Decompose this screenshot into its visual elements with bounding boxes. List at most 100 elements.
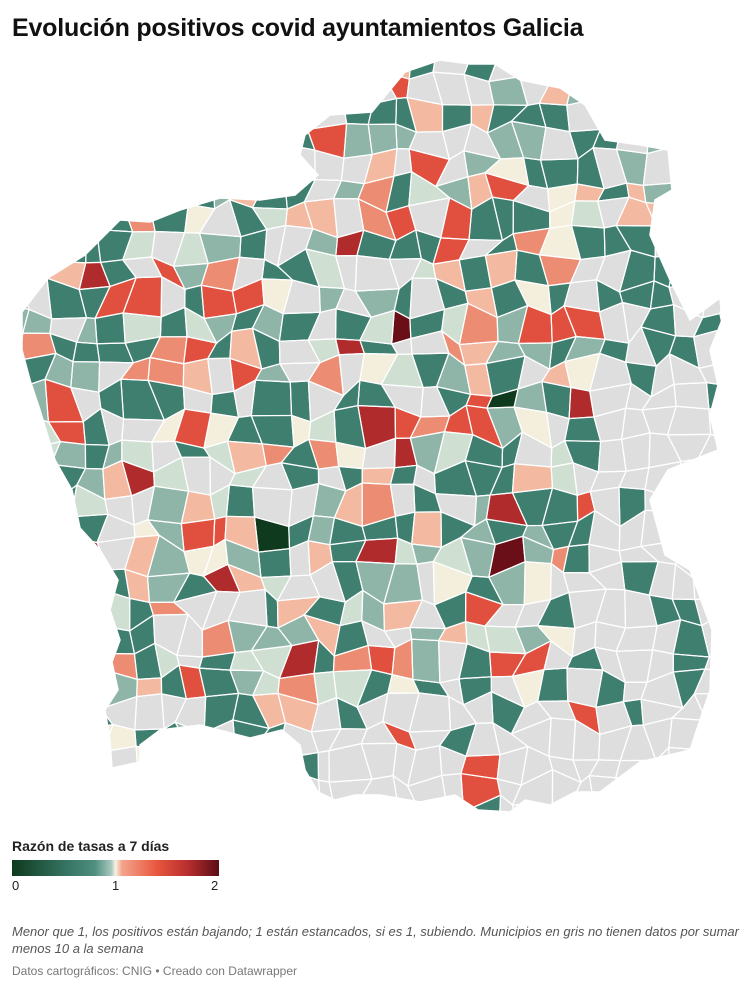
municipality-region[interactable] bbox=[277, 693, 319, 732]
municipality-region[interactable] bbox=[719, 615, 756, 652]
municipality-region[interactable] bbox=[719, 275, 756, 314]
municipality-region[interactable] bbox=[541, 381, 571, 419]
municipality-region[interactable] bbox=[518, 342, 553, 370]
municipality-region[interactable] bbox=[719, 588, 756, 627]
municipality-region[interactable] bbox=[571, 804, 594, 830]
municipality-region[interactable] bbox=[597, 197, 629, 228]
municipality-region[interactable] bbox=[622, 302, 651, 344]
municipality-region[interactable] bbox=[667, 198, 701, 240]
municipality-region[interactable] bbox=[572, 621, 597, 657]
municipality-region[interactable] bbox=[676, 511, 701, 546]
municipality-region[interactable] bbox=[307, 73, 344, 108]
municipality-region[interactable] bbox=[590, 487, 620, 527]
municipality-region[interactable] bbox=[0, 261, 26, 291]
municipality-region[interactable] bbox=[251, 415, 294, 448]
municipality-region[interactable] bbox=[279, 362, 320, 383]
municipality-region[interactable] bbox=[566, 67, 599, 106]
municipality-region[interactable] bbox=[442, 806, 475, 827]
municipality-region[interactable] bbox=[78, 823, 102, 830]
municipality-region[interactable] bbox=[641, 326, 676, 367]
municipality-region[interactable] bbox=[564, 440, 601, 472]
municipality-region[interactable] bbox=[75, 120, 113, 158]
municipality-region[interactable] bbox=[511, 121, 546, 161]
municipality-region[interactable] bbox=[0, 388, 18, 413]
municipality-region[interactable] bbox=[550, 804, 578, 830]
municipality-region[interactable] bbox=[279, 312, 321, 342]
municipality-region[interactable] bbox=[702, 102, 732, 136]
municipality-region[interactable] bbox=[72, 590, 104, 626]
municipality-region[interactable] bbox=[672, 564, 695, 600]
municipality-region[interactable] bbox=[308, 540, 333, 576]
municipality-region[interactable] bbox=[98, 362, 134, 393]
municipality-region[interactable] bbox=[336, 288, 372, 318]
municipality-region[interactable] bbox=[176, 614, 203, 658]
municipality-region[interactable] bbox=[0, 771, 29, 811]
municipality-region[interactable] bbox=[564, 336, 606, 362]
municipality-region[interactable] bbox=[512, 804, 553, 830]
municipality-region[interactable] bbox=[184, 204, 215, 234]
municipality-region[interactable] bbox=[514, 381, 547, 413]
municipality-region[interactable] bbox=[0, 69, 32, 112]
municipality-region[interactable] bbox=[184, 546, 214, 577]
municipality-region[interactable] bbox=[409, 131, 450, 160]
municipality-region[interactable] bbox=[693, 545, 734, 578]
municipality-region[interactable] bbox=[624, 75, 648, 100]
municipality-region[interactable] bbox=[395, 97, 417, 133]
municipality-region[interactable] bbox=[95, 277, 137, 319]
municipality-region[interactable] bbox=[594, 647, 626, 683]
municipality-region[interactable] bbox=[698, 130, 736, 157]
municipality-region[interactable] bbox=[26, 494, 58, 524]
municipality-region[interactable] bbox=[465, 434, 503, 468]
municipality-region[interactable] bbox=[328, 743, 372, 783]
municipality-region[interactable] bbox=[99, 823, 130, 830]
municipality-region[interactable] bbox=[460, 773, 501, 812]
municipality-region[interactable] bbox=[155, 795, 188, 830]
municipality-region[interactable] bbox=[207, 97, 241, 136]
municipality-region[interactable] bbox=[305, 249, 345, 289]
municipality-region[interactable] bbox=[522, 536, 554, 564]
municipality-region[interactable] bbox=[71, 751, 105, 786]
municipality-region[interactable] bbox=[45, 353, 73, 388]
municipality-region[interactable] bbox=[746, 382, 756, 421]
municipality-region[interactable] bbox=[616, 625, 658, 652]
municipality-region[interactable] bbox=[230, 97, 268, 126]
municipality-region[interactable] bbox=[121, 418, 165, 443]
municipality-region[interactable] bbox=[227, 441, 267, 474]
municipality-region[interactable] bbox=[45, 379, 84, 422]
municipality-region[interactable] bbox=[26, 512, 50, 545]
municipality-region[interactable] bbox=[434, 431, 473, 474]
municipality-region[interactable] bbox=[460, 537, 496, 578]
municipality-region[interactable] bbox=[147, 519, 185, 552]
municipality-region[interactable] bbox=[308, 380, 344, 422]
municipality-region[interactable] bbox=[409, 600, 446, 629]
municipality-region[interactable] bbox=[537, 700, 576, 721]
municipality-region[interactable] bbox=[123, 131, 160, 160]
municipality-region[interactable] bbox=[518, 305, 553, 344]
municipality-region[interactable] bbox=[546, 412, 570, 448]
municipality-region[interactable] bbox=[308, 354, 344, 396]
municipality-region[interactable] bbox=[188, 829, 213, 830]
municipality-region[interactable] bbox=[422, 821, 451, 830]
municipality-region[interactable] bbox=[0, 544, 31, 571]
municipality-region[interactable] bbox=[151, 441, 182, 472]
municipality-region[interactable] bbox=[485, 356, 526, 397]
municipality-region[interactable] bbox=[0, 750, 29, 787]
municipality-region[interactable] bbox=[726, 461, 755, 499]
municipality-region[interactable] bbox=[441, 330, 465, 366]
municipality-region[interactable] bbox=[120, 357, 151, 381]
municipality-region[interactable] bbox=[0, 98, 34, 126]
municipality-region[interactable] bbox=[100, 696, 137, 730]
municipality-region[interactable] bbox=[499, 795, 521, 830]
municipality-region[interactable] bbox=[17, 148, 51, 186]
municipality-region[interactable] bbox=[599, 302, 629, 344]
municipality-region[interactable] bbox=[47, 278, 87, 319]
municipality-region[interactable] bbox=[396, 805, 422, 830]
choropleth-map[interactable] bbox=[0, 50, 756, 830]
municipality-region[interactable] bbox=[596, 75, 628, 100]
municipality-region[interactable] bbox=[104, 774, 139, 799]
municipality-region[interactable] bbox=[484, 157, 529, 186]
municipality-region[interactable] bbox=[134, 519, 160, 538]
municipality-region[interactable] bbox=[547, 184, 578, 212]
municipality-region[interactable] bbox=[201, 285, 237, 319]
municipality-region[interactable] bbox=[383, 563, 423, 604]
